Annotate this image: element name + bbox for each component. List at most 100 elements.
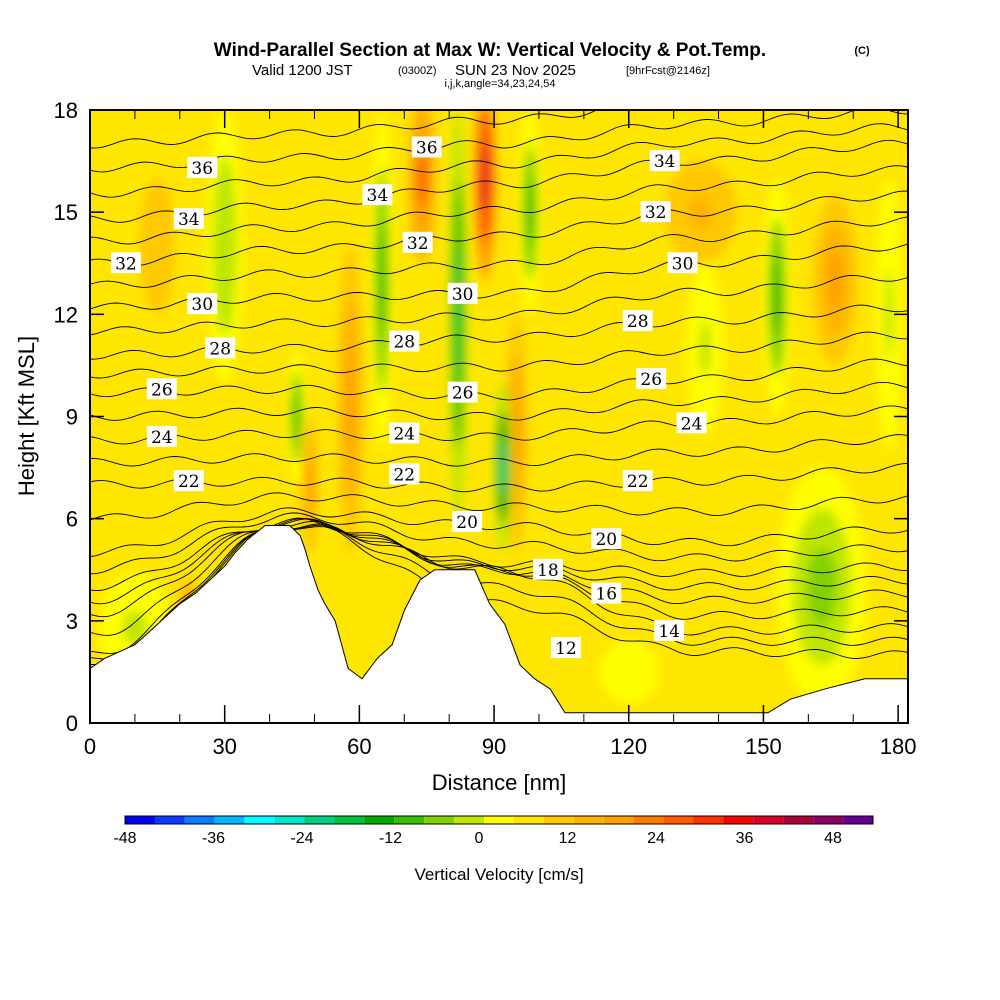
colorbar-swatch bbox=[304, 816, 335, 824]
x-tick-label: 150 bbox=[745, 734, 782, 759]
theta-contour-label: 18 bbox=[532, 558, 563, 581]
colorbar-swatch bbox=[843, 816, 873, 824]
theta-label-text: 16 bbox=[595, 585, 617, 605]
theta-label-text: 30 bbox=[191, 295, 213, 315]
theta-label-text: 18 bbox=[537, 561, 559, 581]
theta-contour-label: 26 bbox=[447, 381, 478, 404]
colorbar-tick-label: -12 bbox=[379, 830, 402, 847]
w-cell bbox=[500, 439, 507, 496]
colorbar-swatch bbox=[184, 816, 215, 824]
w-cell bbox=[417, 150, 427, 207]
theta-label-text: 22 bbox=[178, 472, 200, 492]
theta-label-text: 26 bbox=[640, 370, 662, 390]
theta-contour-label: 30 bbox=[187, 293, 218, 315]
theta-contour bbox=[90, 520, 908, 636]
colorbar-swatch bbox=[154, 816, 185, 824]
colorbar-tick-label: 24 bbox=[647, 830, 665, 847]
theta-contour-label: 12 bbox=[550, 637, 581, 659]
theta-contour bbox=[90, 110, 908, 173]
plot-area: 36 36 34 34 34 32 32 32 30 30 30 28 28 28 26 26 26 24 24 24… bbox=[90, 110, 908, 723]
theta-label-text: 32 bbox=[407, 234, 429, 254]
valid-time: Valid 1200 JST bbox=[252, 62, 353, 79]
theta-contour bbox=[90, 243, 908, 310]
x-tick-label: 120 bbox=[610, 734, 647, 759]
colorbar-swatch bbox=[244, 816, 275, 824]
w-cell bbox=[378, 224, 386, 337]
x-axis-label: Distance [nm] bbox=[432, 770, 567, 795]
x-tick-label: 180 bbox=[880, 734, 917, 759]
y-tick-label: 12 bbox=[54, 302, 78, 327]
x-tick-label: 0 bbox=[84, 734, 96, 759]
w-cell bbox=[512, 394, 521, 473]
theta-label-text: 30 bbox=[452, 285, 474, 305]
theta-contour-label: 22 bbox=[622, 470, 653, 492]
colorbar-tick-label: -24 bbox=[290, 830, 313, 847]
w-cell bbox=[613, 656, 644, 688]
grid-indices: i,j,k,angle=34,23,24,54 bbox=[444, 78, 555, 90]
colorbar-swatch bbox=[334, 816, 365, 824]
w-cell bbox=[806, 547, 837, 627]
w-cell bbox=[345, 348, 355, 451]
colorbar-tick-label: -48 bbox=[113, 830, 136, 847]
colorbar-swatch bbox=[813, 816, 844, 824]
y-tick-label: 6 bbox=[66, 507, 78, 532]
colorbar-swatch bbox=[633, 816, 664, 824]
theta-contour-label: 28 bbox=[622, 310, 653, 332]
theta-contour bbox=[90, 274, 908, 336]
colorbar-swatch bbox=[723, 816, 754, 824]
y-tick-label: 3 bbox=[66, 609, 78, 634]
theta-label-text: 32 bbox=[115, 254, 137, 274]
w-cell bbox=[148, 212, 167, 280]
theta-label-text: 32 bbox=[645, 203, 667, 223]
theta-contour bbox=[90, 463, 908, 493]
y-tick-label: 0 bbox=[66, 711, 78, 736]
theta-contour-label: 30 bbox=[667, 252, 698, 274]
w-cell bbox=[688, 195, 713, 230]
x-tick-label: 30 bbox=[212, 734, 236, 759]
theta-label-text: 12 bbox=[555, 639, 577, 659]
y-tick-label: 9 bbox=[66, 405, 78, 430]
colorbar-swatch bbox=[274, 816, 305, 824]
colorbar-swatch bbox=[603, 816, 634, 824]
theta-contour bbox=[90, 434, 908, 467]
colorbar-swatch bbox=[424, 816, 455, 824]
y-tick-label: 18 bbox=[54, 98, 78, 123]
theta-label-text: 24 bbox=[393, 425, 415, 445]
theta-contour-label: 36 bbox=[187, 156, 218, 179]
theta-label-text: 30 bbox=[672, 254, 694, 274]
theta-contour bbox=[90, 190, 908, 267]
copyright-mark: (C) bbox=[854, 45, 870, 57]
x-tick-label: 60 bbox=[347, 734, 371, 759]
w-cell bbox=[293, 394, 300, 439]
theta-contour bbox=[90, 518, 908, 618]
terrain bbox=[90, 524, 908, 723]
theta-label-text: 28 bbox=[209, 339, 231, 359]
theta-contour-label: 20 bbox=[452, 511, 483, 533]
theta-label-text: 22 bbox=[627, 472, 649, 492]
colorbar-swatch bbox=[484, 816, 514, 824]
theta-contour bbox=[90, 524, 908, 660]
w-cell bbox=[218, 201, 231, 292]
theta-contour bbox=[90, 110, 598, 149]
theta-label-text: 22 bbox=[393, 465, 415, 485]
theta-contour-label: 32 bbox=[402, 231, 433, 254]
theta-label-text: 34 bbox=[367, 186, 389, 206]
colorbar-swatch bbox=[753, 816, 784, 824]
colorbar-swatch bbox=[454, 816, 485, 824]
theta-contour-label: 26 bbox=[636, 368, 667, 390]
theta-contour bbox=[90, 216, 908, 288]
theta-contour-label: 16 bbox=[591, 582, 622, 605]
theta-label-text: 26 bbox=[452, 384, 474, 404]
colorbar-swatch bbox=[783, 816, 814, 824]
colorbar-swatch bbox=[663, 816, 694, 824]
theta-contour-label: 24 bbox=[146, 425, 177, 448]
theta-label-text: 28 bbox=[393, 333, 415, 353]
theta-contour-label: 20 bbox=[591, 528, 622, 550]
theta-label-text: 24 bbox=[151, 428, 173, 448]
theta-contour bbox=[90, 381, 908, 421]
y-tick-label: 15 bbox=[54, 200, 78, 225]
theta-contour-label: 32 bbox=[640, 201, 671, 223]
colorbar-tick-label: 12 bbox=[559, 830, 577, 847]
theta-contour-label: 34 bbox=[362, 184, 393, 206]
colorbar-label: Vertical Velocity [cm/s] bbox=[414, 865, 583, 884]
